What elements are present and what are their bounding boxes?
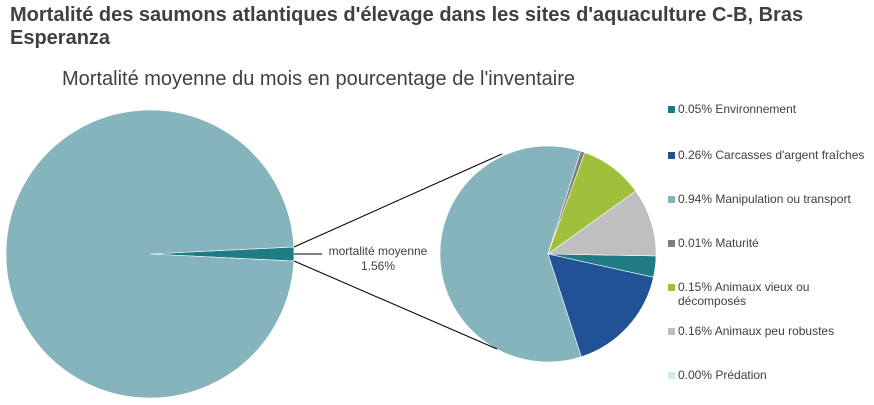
legend-swatch (668, 240, 675, 247)
legend-swatch (668, 196, 675, 203)
main-pie-slice-1 (5, 109, 295, 399)
legend-item: 0.15% Animaux vieux ou décomposés (668, 280, 873, 308)
chart-subtitle: Mortalité moyenne du mois en pourcentage… (62, 68, 576, 90)
data-label-value: 1.56% (360, 259, 396, 273)
legend-item: 0.26% Carcasses d'argent fraîches (668, 148, 873, 162)
legend-item: 0.05% Environnement (668, 102, 873, 116)
data-label-text: mortalité moyenne (328, 244, 428, 258)
legend-label: 0.15% Animaux vieux ou décomposés (678, 280, 810, 308)
legend-item: 0.16% Animaux peu robustes (668, 324, 873, 338)
legend-swatch (668, 284, 675, 291)
secondary-pie-slice-2 (439, 145, 582, 363)
legend-label: 0.16% Animaux peu robustes (678, 324, 835, 338)
legend-item: 0.94% Manipulation ou transport (668, 192, 873, 206)
data-label-mortalite-moyenne: mortalité moyenne 1.56% (320, 244, 436, 274)
secondary-pie-slice-1 (547, 253, 654, 358)
connector-line-top (293, 153, 503, 248)
legend-swatch (668, 328, 675, 335)
legend-label: 0.26% Carcasses d'argent fraîches (678, 148, 865, 162)
secondary-pie-slice-5 (547, 190, 657, 257)
legend-label: 0.01% Maturité (678, 236, 759, 250)
legend-item: 0.01% Maturité (668, 236, 873, 250)
legend-swatch (668, 372, 675, 379)
legend-label: 0.05% Environnement (678, 102, 797, 116)
legend-swatch (668, 152, 675, 159)
legend-label: 0.94% Manipulation ou transport (678, 192, 851, 206)
chart-title: Mortalité des saumons atlantiques d'élev… (10, 4, 804, 49)
legend-swatch (668, 106, 675, 113)
legend-item: 0.00% Prédation (668, 368, 873, 382)
legend-label: 0.00% Prédation (678, 368, 767, 382)
connector-line-bottom (293, 260, 498, 350)
